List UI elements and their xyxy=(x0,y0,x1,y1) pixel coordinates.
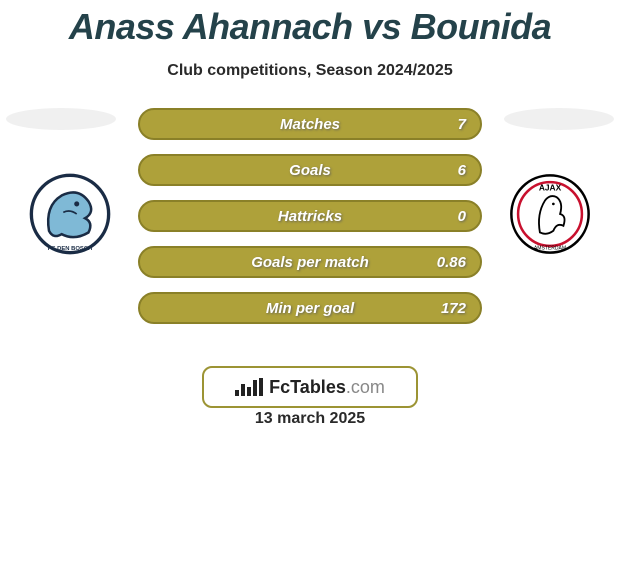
comparison-panel: FC DEN BOSCH AJAX AMSTERDAM Matches 7 Goal… xyxy=(0,108,620,408)
stat-label: Goals xyxy=(289,162,331,179)
svg-text:AMSTERDAM: AMSTERDAM xyxy=(534,245,566,251)
stat-label: Goals per match xyxy=(251,254,369,271)
stat-bar: Min per goal 172 xyxy=(138,292,482,324)
stat-value: 0 xyxy=(458,208,466,225)
subtitle: Club competitions, Season 2024/2025 xyxy=(0,62,620,80)
svg-text:AJAX: AJAX xyxy=(539,182,562,192)
footer-brand-dark: FcTables xyxy=(269,377,346,397)
stat-label: Matches xyxy=(280,116,340,133)
stat-value: 0.86 xyxy=(437,254,466,271)
stat-bar: Hattricks 0 xyxy=(138,200,482,232)
footer-brand-badge: FcTables.com xyxy=(202,366,418,408)
stat-bars: Matches 7 Goals 6 Hattricks 0 Goals per match 0… xyxy=(138,108,482,324)
club-logo-left: FC DEN BOSCH xyxy=(20,172,120,256)
player-badge-right xyxy=(504,108,614,130)
chart-icon xyxy=(235,378,263,396)
footer-brand-text: FcTables.com xyxy=(269,377,385,398)
stat-value: 6 xyxy=(458,162,466,179)
stat-label: Min per goal xyxy=(266,300,354,317)
stat-value: 172 xyxy=(441,300,466,317)
svg-text:FC DEN BOSCH: FC DEN BOSCH xyxy=(48,246,93,252)
player-badge-left xyxy=(6,108,116,130)
club-logo-right: AJAX AMSTERDAM xyxy=(500,172,600,256)
page-title: Anass Ahannach vs Bounida xyxy=(0,0,620,48)
stat-value: 7 xyxy=(458,116,466,133)
footer-brand-light: .com xyxy=(346,377,385,397)
stat-bar: Goals 6 xyxy=(138,154,482,186)
date-text: 13 march 2025 xyxy=(0,410,620,428)
stat-bar: Matches 7 xyxy=(138,108,482,140)
stat-bar: Goals per match 0.86 xyxy=(138,246,482,278)
stat-label: Hattricks xyxy=(278,208,342,225)
